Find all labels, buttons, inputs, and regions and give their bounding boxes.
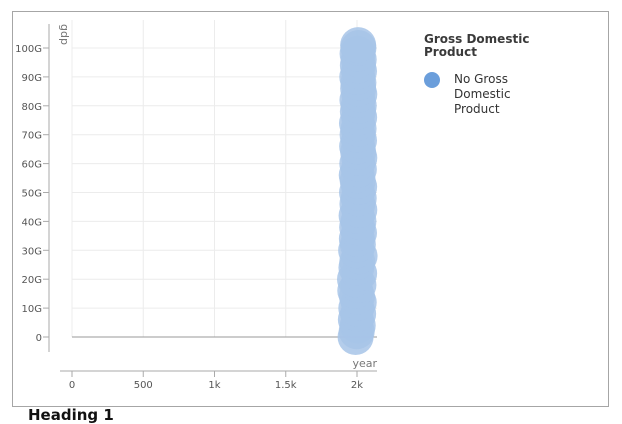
- legend-item[interactable]: No Gross Domestic Product: [424, 71, 574, 117]
- grid-lines: [71, 20, 377, 337]
- legend: Gross Domestic Product No Gross Domestic…: [424, 33, 574, 117]
- x-tick-label: 2k: [351, 380, 363, 391]
- data-point: [340, 27, 377, 64]
- y-axis-title: gdp: [58, 24, 71, 45]
- axes: [43, 24, 377, 377]
- x-tick-label: 0: [69, 380, 75, 391]
- x-tick-label: 1k: [208, 380, 220, 391]
- legend-title: Gross Domestic Product: [424, 32, 530, 59]
- tick-labels: 0 10G 20G 30G 40G 50G 60G 70G 80G 90G 100G 0 500 1k 1.…: [15, 44, 363, 391]
- y-tick-label: 30G: [22, 246, 42, 257]
- y-tick-label: 100G: [15, 44, 42, 55]
- y-tick-label: 70G: [22, 131, 42, 142]
- legend-swatch-icon: [424, 72, 440, 88]
- legend-item-label: No Gross Domestic Product: [454, 72, 511, 116]
- x-tick-label: 1.5k: [275, 380, 297, 391]
- y-tick-label: 20G: [22, 275, 42, 286]
- data-points: [337, 27, 378, 355]
- y-tick-label: 80G: [22, 102, 42, 113]
- y-tick-label: 60G: [22, 160, 42, 171]
- y-tick-label: 0: [36, 333, 42, 344]
- y-tick-label: 10G: [22, 304, 42, 315]
- y-tick-label: 50G: [22, 189, 42, 200]
- x-tick-label: 500: [134, 380, 153, 391]
- x-axis-title: year: [352, 357, 377, 370]
- heading-1: Heading 1: [28, 406, 114, 424]
- y-tick-label: 40G: [22, 217, 42, 228]
- y-tick-label: 90G: [22, 73, 42, 84]
